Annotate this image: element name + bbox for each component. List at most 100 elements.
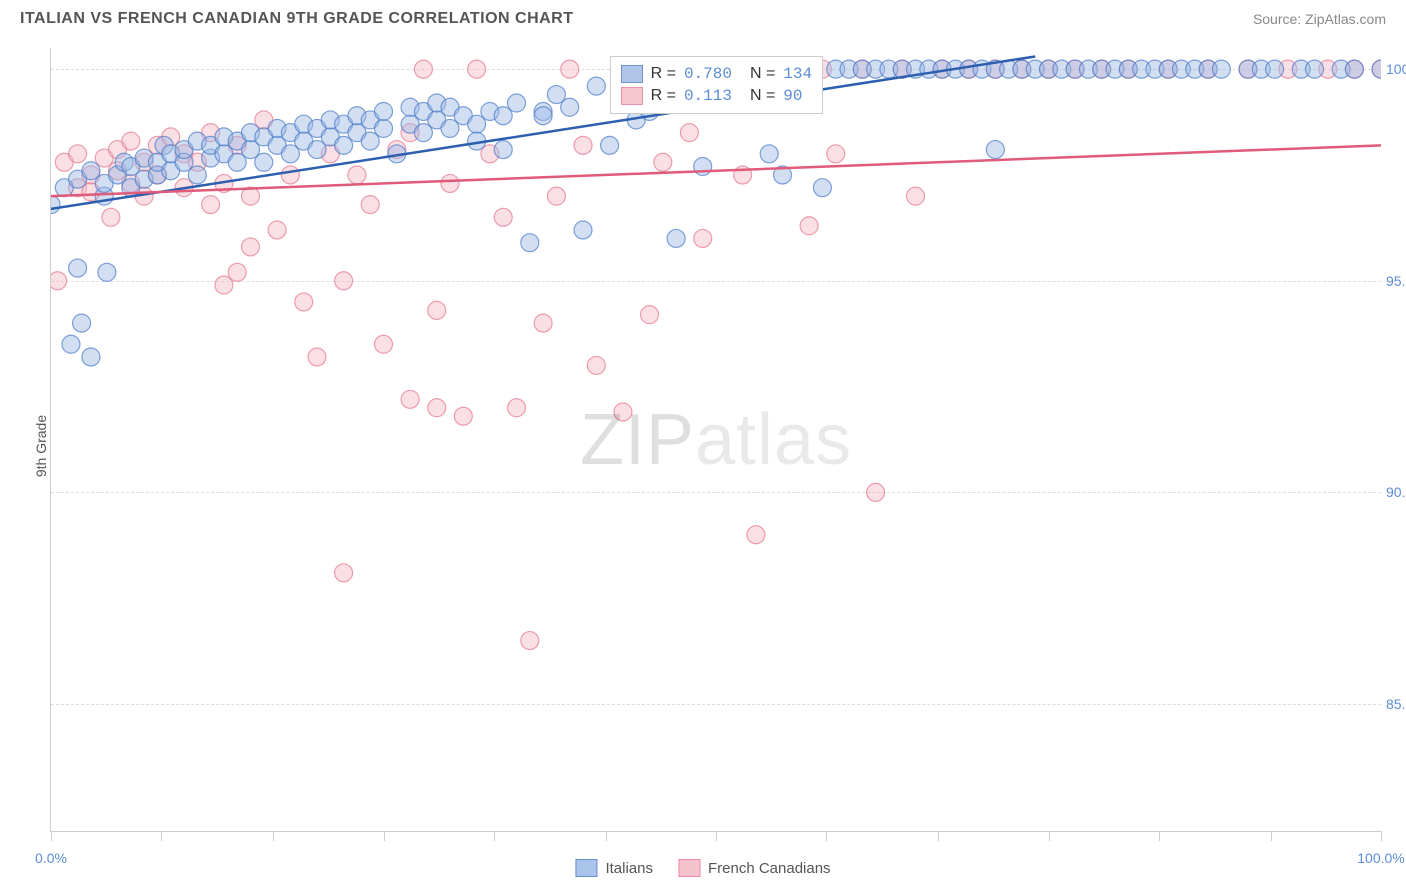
x-tick <box>1049 831 1050 841</box>
series-legend: Italians French Canadians <box>575 859 830 877</box>
data-point <box>1266 60 1284 78</box>
data-point <box>534 314 552 332</box>
data-point <box>73 314 91 332</box>
data-point <box>561 60 579 78</box>
y-tick-label: 90.0% <box>1386 484 1406 500</box>
data-point <box>521 632 539 650</box>
x-tick <box>161 831 162 841</box>
data-point <box>986 141 1004 159</box>
data-point <box>654 153 672 171</box>
data-point <box>308 348 326 366</box>
stat-r-label: R = <box>651 65 676 83</box>
data-point <box>401 390 419 408</box>
data-point <box>667 229 685 247</box>
stat-r-value: 0.780 <box>684 65 732 83</box>
stat-r-value: 0.113 <box>684 87 732 105</box>
data-point <box>694 229 712 247</box>
data-point <box>348 166 366 184</box>
data-point <box>574 136 592 154</box>
stats-legend-row: R =0.780N =134 <box>621 63 813 85</box>
scatter-svg <box>51 48 1381 831</box>
x-tick <box>606 831 607 841</box>
legend-swatch <box>621 65 643 83</box>
legend-swatch <box>678 859 700 877</box>
data-point <box>268 221 286 239</box>
data-point <box>468 60 486 78</box>
stat-n-label: N = <box>750 87 775 105</box>
data-point <box>561 98 579 116</box>
data-point <box>295 293 313 311</box>
x-tick <box>494 831 495 841</box>
stat-n-value: 90 <box>783 87 802 105</box>
data-point <box>428 399 446 417</box>
data-point <box>760 145 778 163</box>
data-point <box>69 259 87 277</box>
data-point <box>375 119 393 137</box>
data-point <box>335 272 353 290</box>
x-tick <box>1159 831 1160 841</box>
data-point <box>51 272 67 290</box>
y-tick-label: 95.0% <box>1386 273 1406 289</box>
data-point <box>375 335 393 353</box>
data-point <box>601 136 619 154</box>
data-point <box>441 174 459 192</box>
data-point <box>547 187 565 205</box>
stats-legend: R =0.780N =134R =0.113N = 90 <box>610 56 824 114</box>
data-point <box>494 141 512 159</box>
data-point <box>800 217 818 235</box>
data-point <box>122 132 140 150</box>
x-tick <box>826 831 827 841</box>
data-point <box>1306 60 1324 78</box>
data-point <box>587 356 605 374</box>
data-point <box>375 102 393 120</box>
x-tick <box>273 831 274 841</box>
data-point <box>242 238 260 256</box>
data-point <box>361 196 379 214</box>
chart-header: ITALIAN VS FRENCH CANADIAN 9TH GRADE COR… <box>0 0 1406 36</box>
y-tick-label: 100.0% <box>1386 61 1406 77</box>
data-point <box>521 234 539 252</box>
y-tick-label: 85.0% <box>1386 696 1406 712</box>
data-point <box>907 187 925 205</box>
data-point <box>255 153 273 171</box>
x-tick-label: 100.0% <box>1357 850 1404 866</box>
data-point <box>281 166 299 184</box>
legend-item: Italians <box>575 859 653 877</box>
stats-legend-row: R = 0.113 N = 90 <box>621 85 813 107</box>
x-tick <box>716 831 717 841</box>
data-point <box>414 60 432 78</box>
data-point <box>508 94 526 112</box>
data-point <box>587 77 605 95</box>
data-point <box>69 145 87 163</box>
data-point <box>62 335 80 353</box>
stat-r-label: R = <box>651 87 676 105</box>
data-point <box>82 348 100 366</box>
legend-label: Italians <box>605 860 653 877</box>
data-point <box>614 403 632 421</box>
data-point <box>680 124 698 142</box>
data-point <box>574 221 592 239</box>
x-tick <box>384 831 385 841</box>
data-point <box>1212 60 1230 78</box>
legend-swatch <box>575 859 597 877</box>
data-point <box>335 564 353 582</box>
data-point <box>813 179 831 197</box>
legend-swatch <box>621 87 643 105</box>
data-point <box>641 306 659 324</box>
data-point <box>694 158 712 176</box>
source-label: Source: ZipAtlas.com <box>1253 11 1386 27</box>
data-point <box>102 208 120 226</box>
y-axis-label: 9th Grade <box>33 415 49 477</box>
chart-title: ITALIAN VS FRENCH CANADIAN 9TH GRADE COR… <box>20 10 574 28</box>
data-point <box>98 263 116 281</box>
data-point <box>428 301 446 319</box>
data-point <box>454 407 472 425</box>
data-point <box>228 263 246 281</box>
data-point <box>202 196 220 214</box>
data-point <box>188 166 206 184</box>
x-tick-label: 0.0% <box>35 850 67 866</box>
stat-n-label: N = <box>750 65 775 83</box>
data-point <box>827 145 845 163</box>
data-point <box>51 196 60 214</box>
legend-item: French Canadians <box>678 859 831 877</box>
